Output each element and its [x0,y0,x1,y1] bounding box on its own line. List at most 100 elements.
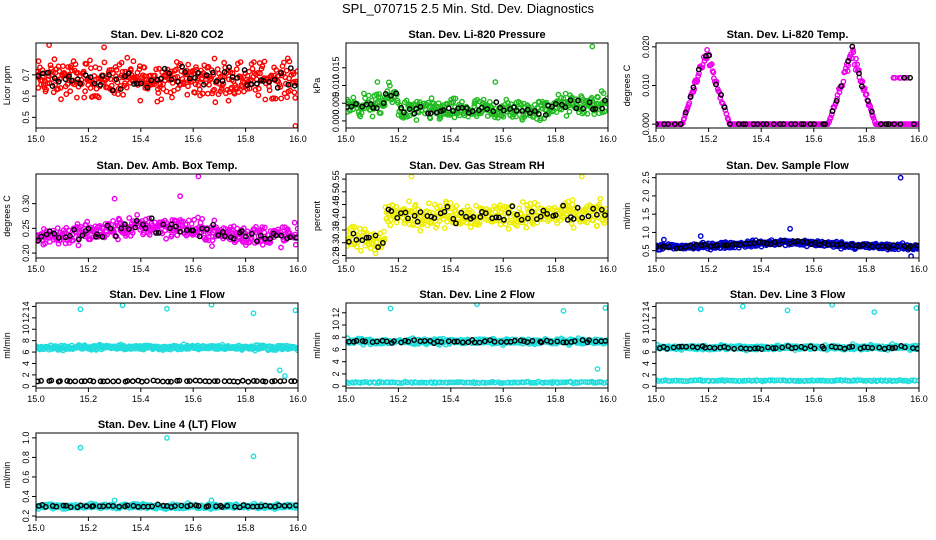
x-tick-label: 15.8 [547,134,565,144]
point [527,110,533,117]
point [240,88,247,95]
point [500,113,507,120]
y-axis-label: ml/min [622,332,632,359]
point [695,73,702,79]
point [580,105,587,112]
point [792,344,799,351]
point [168,221,175,228]
point [383,338,390,345]
point [476,339,483,346]
point [96,503,103,510]
point [78,378,85,385]
point [58,96,64,103]
point [155,90,162,96]
point [260,78,267,84]
point [849,343,856,350]
point [915,245,919,252]
point [284,94,290,101]
point [186,378,193,384]
point [853,242,859,249]
point [425,200,432,207]
point [908,377,915,384]
point [186,75,193,82]
point [599,105,606,112]
point [739,303,746,310]
point [118,225,125,232]
point [292,307,298,314]
point [892,344,899,351]
point [44,80,51,87]
point [883,121,890,128]
point [482,210,489,217]
point [579,337,586,343]
point [248,230,255,237]
point [453,203,460,209]
point [43,86,49,93]
y-tick-label: 14 [641,301,651,311]
point [199,90,206,97]
point [532,108,538,114]
point [38,231,45,237]
point [711,345,718,351]
point [851,61,858,68]
point [811,345,818,352]
point [589,43,596,50]
point [208,303,215,308]
point [586,99,593,106]
page-title: SPL_070715 2.5 Min. Std. Dev. Diagnostic… [342,1,594,16]
y-tick-label: 14 [21,301,31,311]
point [436,203,443,210]
point [53,503,60,510]
y-tick-label: 0.25 [331,247,341,265]
point [234,378,241,385]
point [210,88,216,94]
point [690,244,697,251]
point [837,241,844,247]
point [104,231,110,238]
point [594,211,600,218]
x-tick-label: 16.0 [599,264,617,274]
point [377,94,384,101]
point [129,229,136,236]
point [467,224,474,231]
point [39,67,46,74]
point [560,339,567,346]
point [810,377,817,384]
point [237,59,244,65]
point [598,206,605,213]
y-tick-label: 0.20 [21,244,31,262]
point [287,234,293,241]
point [829,108,836,115]
x-tick-label: 15.2 [700,394,718,404]
point [97,82,104,88]
point [283,67,290,74]
point [449,212,455,219]
point [214,378,221,384]
point [250,310,257,317]
point [411,337,417,343]
point [158,96,165,103]
x-tick-label: 16.0 [289,134,307,144]
point [36,378,41,385]
point [51,75,58,82]
x-tick-label: 15.6 [494,264,512,274]
point [97,378,104,385]
point [713,81,719,88]
point [113,76,120,83]
point [267,235,273,242]
point [249,65,256,72]
point [157,76,164,82]
point [721,104,728,111]
point [69,78,75,84]
point [405,338,412,345]
point [43,231,50,238]
point [412,201,419,208]
point [112,233,119,240]
point [677,245,684,252]
point [594,222,600,229]
point [129,378,136,385]
point [266,87,273,94]
x-tick-label: 16.0 [910,264,928,274]
point [491,379,498,386]
